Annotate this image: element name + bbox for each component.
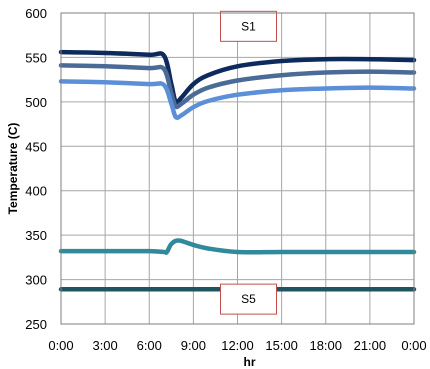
x-tick-label: 21:00	[354, 338, 387, 353]
x-tick-label: 0:00	[48, 338, 73, 353]
x-axis-title: hr	[244, 355, 256, 369]
x-tick-label: 18:00	[309, 338, 342, 353]
annotation-label: S1	[241, 19, 256, 33]
y-tick-label: 250	[25, 317, 47, 332]
y-tick-label: 300	[25, 273, 47, 288]
series-line-3	[58, 79, 417, 120]
y-tick-label: 500	[25, 95, 47, 110]
x-tick-label: 15:00	[265, 338, 298, 353]
y-tick-label: 350	[25, 228, 47, 243]
x-tick-label: 0:00	[401, 338, 426, 353]
x-tick-label: 12:00	[221, 338, 254, 353]
y-tick-label: 600	[25, 6, 47, 21]
annotation-label: S5	[241, 292, 256, 306]
series-line-1	[58, 49, 417, 105]
y-tick-label: 400	[25, 184, 47, 199]
x-tick-label: 3:00	[92, 338, 117, 353]
x-tick-label: 9:00	[181, 338, 206, 353]
y-tick-label: 550	[25, 50, 47, 65]
plot-border	[60, 12, 415, 325]
annotation-box	[220, 283, 277, 315]
annotations: S1 S5	[220, 10, 277, 315]
x-tick-labels: 0:00 3:00 6:00 9:00 12:00 15:00 18:00 21:00 0:00	[48, 338, 426, 353]
y-tick-label: 450	[25, 139, 47, 154]
annotation-box	[220, 10, 277, 42]
series-line-2	[58, 63, 417, 110]
series-line-4	[58, 238, 417, 255]
x-tick-label: 6:00	[137, 338, 162, 353]
y-axis-title: Temperature (C)	[6, 123, 20, 215]
y-tick-labels: 250 300 350 400 450 500 550 600	[25, 6, 47, 332]
